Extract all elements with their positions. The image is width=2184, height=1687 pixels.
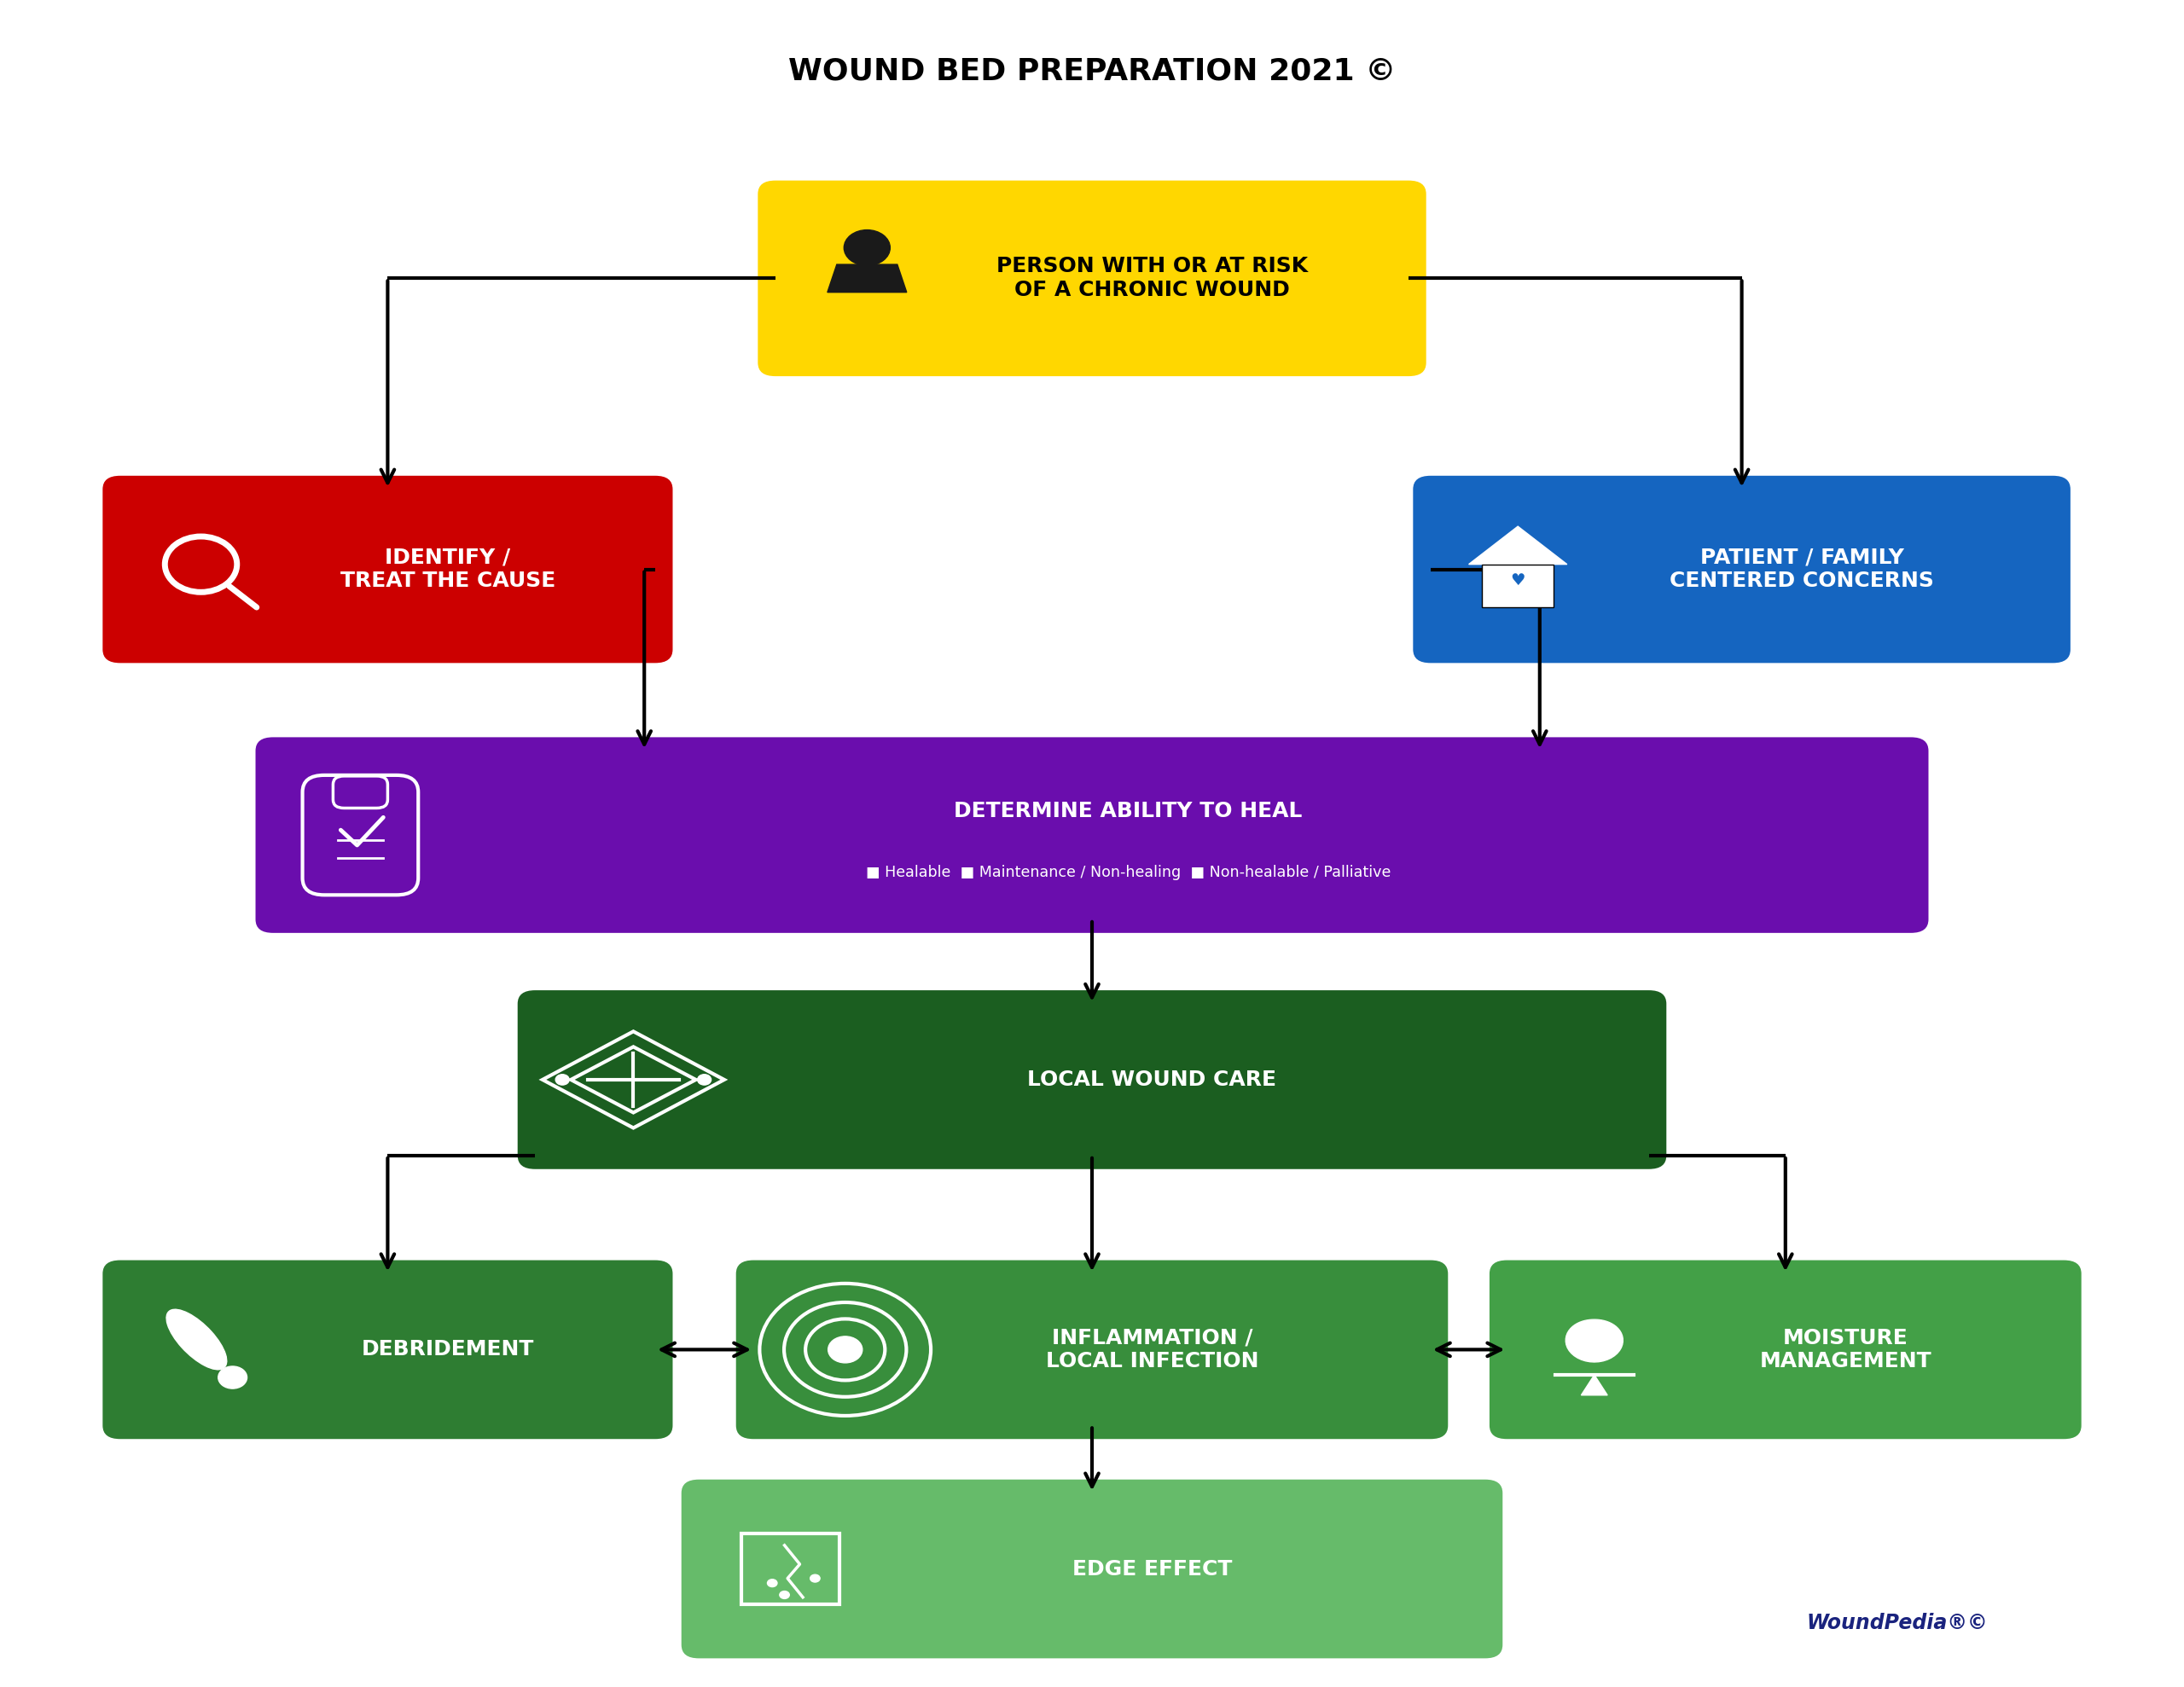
Circle shape (767, 1579, 778, 1587)
Circle shape (555, 1075, 570, 1085)
FancyBboxPatch shape (758, 181, 1426, 376)
Polygon shape (828, 265, 906, 292)
Text: WOUND BED PREPARATION 2021 ©: WOUND BED PREPARATION 2021 © (788, 56, 1396, 86)
Text: ♥: ♥ (1511, 572, 1524, 589)
Circle shape (828, 1336, 863, 1363)
Circle shape (810, 1574, 819, 1582)
FancyBboxPatch shape (1413, 476, 2070, 663)
Text: PERSON WITH OR AT RISK
OF A CHRONIC WOUND: PERSON WITH OR AT RISK OF A CHRONIC WOUN… (996, 256, 1308, 300)
Text: WoundPedia®©: WoundPedia®© (1806, 1613, 1987, 1633)
Text: PATIENT / FAMILY
CENTERED CONCERNS: PATIENT / FAMILY CENTERED CONCERNS (1669, 547, 1935, 592)
Circle shape (697, 1075, 712, 1085)
Text: DEBRIDEMENT: DEBRIDEMENT (360, 1339, 535, 1360)
Circle shape (843, 229, 891, 265)
Circle shape (780, 1591, 788, 1599)
Circle shape (218, 1366, 247, 1388)
Polygon shape (1470, 526, 1568, 563)
Text: ■ Healable  ■ Maintenance / Non-healing  ■ Non-healable / Palliative: ■ Healable ■ Maintenance / Non-healing ■… (865, 864, 1391, 881)
Polygon shape (1581, 1375, 1607, 1395)
Text: DETERMINE ABILITY TO HEAL: DETERMINE ABILITY TO HEAL (954, 801, 1302, 822)
Text: EDGE EFFECT: EDGE EFFECT (1072, 1559, 1232, 1579)
Text: INFLAMMATION /
LOCAL INFECTION: INFLAMMATION / LOCAL INFECTION (1046, 1328, 1258, 1372)
Polygon shape (1566, 1319, 1623, 1361)
Text: LOCAL WOUND CARE: LOCAL WOUND CARE (1026, 1070, 1278, 1090)
FancyBboxPatch shape (103, 476, 673, 663)
FancyBboxPatch shape (103, 1260, 673, 1439)
Ellipse shape (166, 1309, 227, 1370)
Text: MOISTURE
MANAGEMENT: MOISTURE MANAGEMENT (1760, 1328, 1931, 1372)
FancyBboxPatch shape (1483, 563, 1555, 607)
FancyBboxPatch shape (518, 990, 1666, 1169)
FancyBboxPatch shape (736, 1260, 1448, 1439)
FancyBboxPatch shape (681, 1479, 1503, 1658)
FancyBboxPatch shape (256, 737, 1928, 933)
Text: IDENTIFY /
TREAT THE CAUSE: IDENTIFY / TREAT THE CAUSE (341, 547, 555, 592)
FancyBboxPatch shape (1489, 1260, 2081, 1439)
